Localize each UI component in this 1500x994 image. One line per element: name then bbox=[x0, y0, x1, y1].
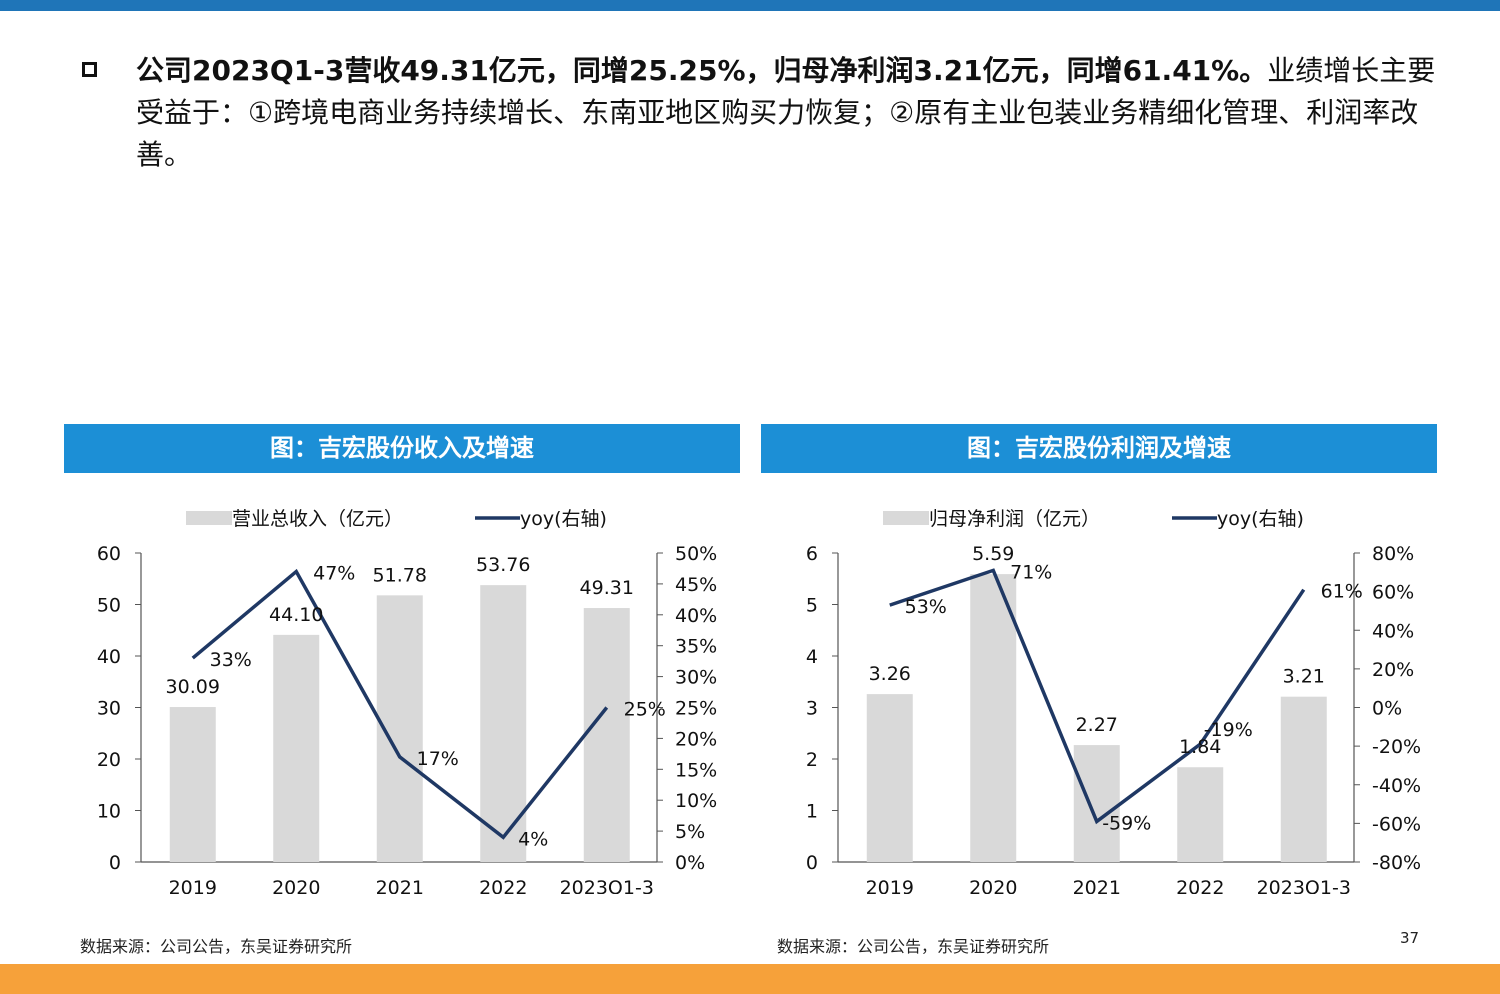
profit-right-tick-label: 20% bbox=[1372, 659, 1414, 681]
profit-bar-value-label: 3.26 bbox=[869, 663, 911, 685]
profit-legend-bar-label: 归母净利润（亿元） bbox=[929, 508, 1100, 530]
rev-legend-line-label: yoy(右轴) bbox=[520, 508, 607, 530]
revenue-chart: 营业总收入（亿元） yoy(右轴) 0 10 20 30 40 50 60 0% 5% 10% 15% 2… bbox=[97, 508, 717, 894]
rev-right-tick-label: 10% bbox=[675, 790, 717, 812]
rev-category-label: 2020 bbox=[272, 877, 320, 894]
profit-right-tick-label: 40% bbox=[1372, 620, 1414, 642]
profit-right-tick-label: -40% bbox=[1372, 775, 1421, 797]
rev-category-label: 2023Q1-3 bbox=[560, 877, 654, 894]
profit-right-tick-label: -60% bbox=[1372, 813, 1421, 835]
revenue-chart-source: 数据来源：公司公告，东吴证券研究所 bbox=[80, 937, 353, 956]
profit-right-tick-label: 0% bbox=[1372, 698, 1402, 720]
rev-left-tick-label: 40 bbox=[97, 646, 121, 668]
profit-bar bbox=[1073, 745, 1120, 862]
profit-category-label: 2020 bbox=[969, 877, 1017, 894]
profit-left-tick-label: 0 bbox=[806, 852, 818, 874]
rev-bar-value-label: 44.10 bbox=[269, 604, 323, 626]
profit-right-tick-label: 80% bbox=[1372, 543, 1414, 565]
rev-left-tick-label: 0 bbox=[109, 852, 121, 874]
profit-left-tick-label: 6 bbox=[806, 543, 818, 565]
profit-category-label: 2023Q1-3 bbox=[1257, 877, 1351, 894]
profit-left-tick-label: 2 bbox=[806, 749, 818, 771]
profit-bar-value-label: 5.59 bbox=[972, 543, 1014, 565]
profit-bar-value-label: 3.21 bbox=[1283, 666, 1325, 688]
profit-left-tick-label: 4 bbox=[806, 646, 818, 668]
bottom-band bbox=[0, 964, 1500, 994]
rev-left-tick-label: 20 bbox=[97, 749, 121, 771]
rev-bar-value-label: 51.78 bbox=[373, 564, 427, 586]
top-rule bbox=[0, 0, 1500, 11]
rev-legend-bar-swatch bbox=[186, 511, 232, 525]
profit-right-tick-label: -80% bbox=[1372, 852, 1421, 874]
profit-yoy-value-label: 61% bbox=[1321, 581, 1363, 603]
profit-left-tick-label: 5 bbox=[806, 595, 818, 617]
headline-text: 公司2023Q1-3营收49.31亿元，同增25.25%，归母净利润3.21亿元… bbox=[136, 50, 1436, 176]
profit-category-label: 2022 bbox=[1176, 877, 1224, 894]
rev-yoy-line bbox=[191, 568, 609, 840]
revenue-chart-panel: 营业总收入（亿元） yoy(右轴) 0 10 20 30 40 50 60 0% 5% 10% 15% 2… bbox=[64, 424, 740, 894]
rev-yoy-value-label: 17% bbox=[417, 748, 459, 770]
rev-bar-value-label: 30.09 bbox=[166, 676, 220, 698]
profit-category-label: 2019 bbox=[866, 877, 914, 894]
rev-yoy-value-label: 33% bbox=[210, 649, 252, 671]
profit-chart: 归母净利润（亿元） yoy(右轴) 0 1 2 3 4 5 6 -80% -60% -40% -20% 0… bbox=[806, 508, 1421, 894]
profit-bar bbox=[1280, 696, 1327, 862]
rev-right-tick-label: 50% bbox=[675, 543, 717, 565]
rev-yoy-value-label: 4% bbox=[518, 828, 548, 850]
rev-bar-value-label: 49.31 bbox=[580, 577, 634, 599]
rev-left-tick-label: 50 bbox=[97, 595, 121, 617]
revenue-chart-title: 图：吉宏股份收入及增速 bbox=[64, 424, 740, 473]
headline-bold: 公司2023Q1-3营收49.31亿元，同增25.25%，归母净利润3.21亿元… bbox=[136, 54, 1268, 87]
page-number: 37 bbox=[1400, 929, 1420, 947]
profit-bar-value-label: 1.84 bbox=[1179, 736, 1221, 758]
profit-chart-source: 数据来源：公司公告，东吴证券研究所 bbox=[777, 937, 1050, 956]
profit-bar bbox=[1177, 767, 1224, 862]
rev-yoy-value-label: 47% bbox=[313, 563, 355, 585]
rev-right-tick-label: 15% bbox=[675, 759, 717, 781]
profit-chart-panel: 归母净利润（亿元） yoy(右轴) 0 1 2 3 4 5 6 -80% -60% -40% -20% 0… bbox=[761, 424, 1437, 894]
rev-right-tick-label: 0% bbox=[675, 852, 705, 874]
rev-legend-bar-label: 营业总收入（亿元） bbox=[232, 508, 403, 530]
rev-left-tick-label: 10 bbox=[97, 801, 121, 823]
profit-legend-line-label: yoy(右轴) bbox=[1217, 508, 1304, 530]
headline-normal: 业绩增长主要受益于：①跨境电商业务持续增长、东南亚地区购买力恢复；②原有主业包装… bbox=[136, 54, 1436, 171]
rev-yoy-value-label: 25% bbox=[624, 699, 666, 721]
rev-right-tick-label: 45% bbox=[675, 574, 717, 596]
profit-left-tick-label: 1 bbox=[806, 801, 818, 823]
rev-right-tick-label: 25% bbox=[675, 698, 717, 720]
profit-yoy-value-label: -59% bbox=[1102, 812, 1151, 834]
rev-bar bbox=[273, 634, 320, 862]
profit-bar bbox=[970, 574, 1017, 862]
rev-category-label: 2022 bbox=[479, 877, 527, 894]
rev-bar bbox=[583, 608, 630, 862]
profit-yoy-value-label: -19% bbox=[1204, 719, 1253, 741]
rev-left-tick-label: 30 bbox=[97, 698, 121, 720]
rev-category-label: 2021 bbox=[376, 877, 424, 894]
rev-right-tick-label: 20% bbox=[675, 728, 717, 750]
profit-yoy-line bbox=[889, 568, 1306, 825]
profit-yoy-value-label: 53% bbox=[905, 596, 947, 618]
profit-category-label: 2021 bbox=[1073, 877, 1121, 894]
profit-legend-bar-swatch bbox=[883, 511, 929, 525]
rev-bar bbox=[169, 707, 216, 862]
profit-chart-title: 图：吉宏股份利润及增速 bbox=[761, 424, 1437, 473]
rev-bar-value-label: 53.76 bbox=[476, 554, 530, 576]
profit-left-tick-label: 3 bbox=[806, 698, 818, 720]
profit-bar-value-label: 2.27 bbox=[1076, 714, 1118, 736]
rev-right-tick-label: 40% bbox=[675, 605, 717, 627]
profit-right-tick-label: -20% bbox=[1372, 736, 1421, 758]
rev-left-tick-label: 60 bbox=[97, 543, 121, 565]
profit-bar bbox=[866, 694, 913, 862]
bullet-checkbox-icon bbox=[82, 62, 97, 77]
rev-right-tick-label: 35% bbox=[675, 636, 717, 658]
rev-category-label: 2019 bbox=[169, 877, 217, 894]
rev-right-tick-label: 30% bbox=[675, 667, 717, 689]
rev-bar bbox=[480, 585, 527, 862]
rev-right-tick-label: 5% bbox=[675, 821, 705, 843]
profit-yoy-value-label: 71% bbox=[1010, 561, 1052, 583]
profit-right-tick-label: 60% bbox=[1372, 582, 1414, 604]
